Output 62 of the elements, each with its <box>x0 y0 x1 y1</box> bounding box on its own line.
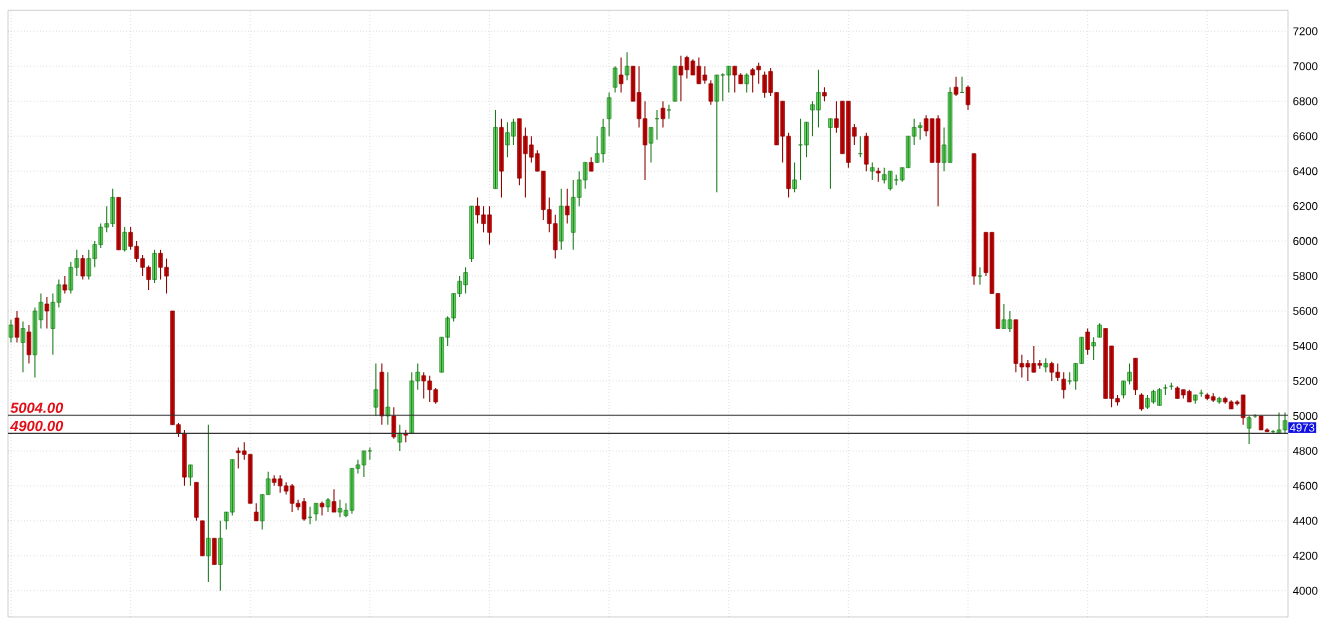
candlestick <box>804 121 809 158</box>
candlestick <box>80 254 86 281</box>
candlestick <box>8 319 14 344</box>
y-tick-label: 5000 <box>1293 411 1318 420</box>
candlestick <box>152 249 157 284</box>
candlestick <box>876 167 881 183</box>
candlestick <box>218 520 223 592</box>
y-tick-label: 4800 <box>1292 446 1318 455</box>
y-tick-label: 5600 <box>1293 307 1318 316</box>
candlestick <box>953 76 959 97</box>
candlestick <box>469 205 474 263</box>
candlestick <box>828 118 833 190</box>
candlestick <box>1139 392 1144 412</box>
candlestick <box>499 118 504 198</box>
candlestick <box>1216 396 1222 405</box>
y-tick-label: 4600 <box>1292 481 1318 490</box>
candlestick <box>62 275 68 295</box>
y-tick-label: 4400 <box>1292 516 1318 525</box>
candlestick <box>14 310 20 344</box>
ref-line-label: 5004.00 <box>10 402 64 413</box>
candlestick <box>26 324 32 365</box>
text: 4973 <box>1289 423 1315 432</box>
candlestick <box>1193 394 1198 405</box>
candlestick <box>559 188 564 251</box>
y-tick-label: 4000 <box>1292 586 1318 595</box>
candlestick <box>331 488 337 513</box>
candlestick <box>672 65 678 102</box>
candlestick <box>200 520 205 557</box>
candlestick <box>822 86 827 102</box>
candlestick <box>588 156 594 172</box>
candlestick <box>1163 383 1168 396</box>
candlestick <box>253 502 259 522</box>
candlestick <box>792 161 797 193</box>
candlestick <box>1091 336 1096 361</box>
y-tick-label: 6600 <box>1293 132 1318 141</box>
candlestick <box>870 161 875 181</box>
candlestick <box>1085 327 1090 356</box>
y-tick-label: 5400 <box>1293 341 1318 350</box>
candlestick <box>744 72 749 94</box>
candlestick <box>565 188 570 225</box>
candlestick <box>1097 322 1102 338</box>
candlestick <box>20 320 26 373</box>
candlestick <box>1043 357 1049 373</box>
candlestick <box>325 497 331 513</box>
y-tick-label: 4200 <box>1292 551 1318 560</box>
y-tick-label: 6800 <box>1293 97 1318 106</box>
candlestick <box>194 481 199 522</box>
candlestick <box>212 537 217 566</box>
y-tick-label: 5800 <box>1293 272 1318 281</box>
candlestick <box>714 74 720 193</box>
y-tick-label: 6200 <box>1293 202 1318 211</box>
y-tick-label: 7000 <box>1293 62 1318 71</box>
ref-line-label: 4900.00 <box>10 420 64 432</box>
candlestick <box>971 153 977 286</box>
y-tick-label: 7200 <box>1293 27 1318 36</box>
y-tick-label: 6000 <box>1293 237 1318 246</box>
y-tick-label: 5200 <box>1293 376 1318 385</box>
candlestick <box>864 132 869 172</box>
candlestick <box>188 464 193 487</box>
candlestick <box>708 79 714 106</box>
y-tick-label: 6400 <box>1293 167 1318 176</box>
candlestick <box>648 126 654 163</box>
